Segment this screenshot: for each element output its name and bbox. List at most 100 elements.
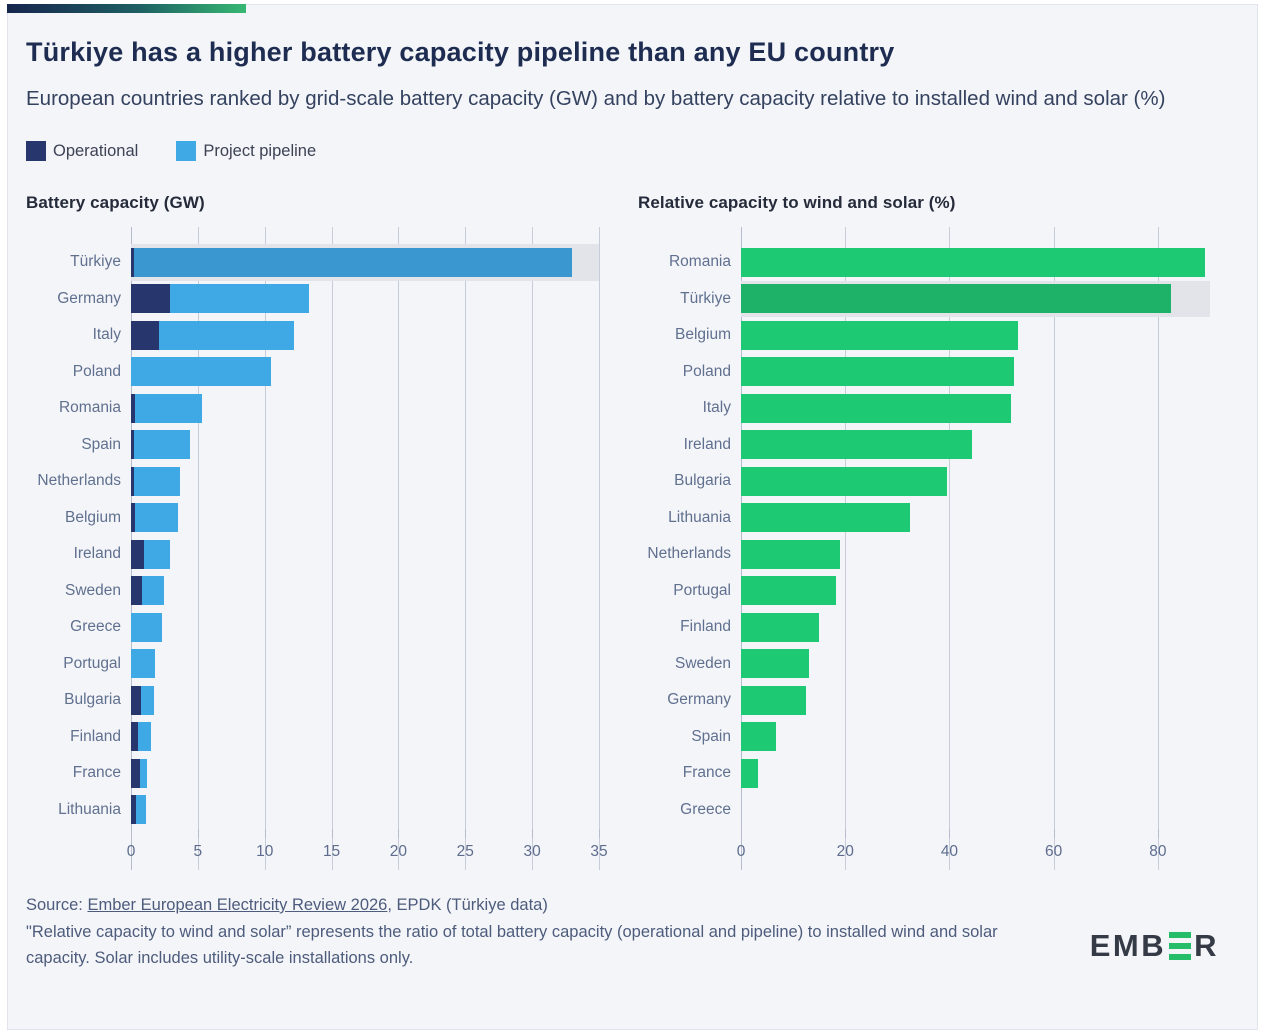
axis-tick (1157, 829, 1159, 838)
category-label: Türkiye (680, 289, 731, 307)
category-label: France (682, 764, 731, 782)
bar-segment-pipeline (137, 722, 152, 752)
bar-segment-operational (131, 795, 136, 825)
bar-row (131, 427, 599, 464)
bar-segment-pipeline (135, 393, 202, 423)
right-chart-category-labels: Romania Türkiye Belgium Poland Italy Ireland B… (638, 227, 741, 870)
source-suffix: , EPDK (Türkiye data) (387, 896, 548, 914)
bar (741, 612, 1210, 642)
bar-segment-pipeline (131, 649, 156, 679)
source-link[interactable]: Ember European Electricity Review 2026 (87, 896, 388, 914)
bar-segment-pipeline (131, 612, 162, 642)
legend-label-pipeline: Project pipeline (203, 141, 317, 160)
category-label: Bulgaria (674, 472, 731, 490)
category-label: Sweden (674, 654, 731, 672)
bar (131, 430, 599, 460)
bar-row (741, 682, 1210, 719)
category-label: Italy (702, 399, 731, 417)
bar-segment-relative (741, 758, 758, 788)
category-label: Germany (57, 289, 121, 307)
category-label: Spain (691, 727, 731, 745)
gridline (949, 227, 951, 870)
gridline (599, 227, 600, 870)
bar-segment-pipeline (139, 758, 148, 788)
bar-segment-operational (131, 393, 135, 423)
bar-segment-pipeline (134, 466, 181, 496)
bar-row (131, 317, 599, 354)
bar-row (131, 609, 599, 646)
bar-row (741, 354, 1210, 391)
bar-segment-operational (131, 758, 140, 788)
bar (741, 539, 1210, 569)
axis-tick-label: 30 (523, 843, 541, 860)
bar-segment-relative (741, 503, 911, 533)
axis-tick-label: 20 (389, 843, 408, 860)
bar-segment-pipeline (141, 685, 154, 715)
charts-area: Battery capacity (GW) Türkiye Germany Ital… (26, 193, 1239, 870)
bar-segment-relative (741, 649, 809, 679)
bar (131, 576, 599, 606)
left-chart-bars (131, 227, 599, 828)
legend-label-operational: Operational (53, 141, 139, 160)
axis-tick-label: 35 (590, 843, 608, 860)
bar (741, 576, 1210, 606)
relative-capacity-chart: Relative capacity to wind and solar (%) … (638, 193, 1210, 870)
bar-row (131, 354, 599, 391)
bar-segment-relative (741, 466, 947, 496)
gridline (845, 227, 847, 870)
logo-e-bars-icon (1169, 931, 1192, 961)
axis-tick (845, 829, 847, 838)
category-label: Lithuania (58, 800, 121, 818)
gridline (532, 227, 534, 870)
bar (131, 284, 599, 314)
footnote: "Relative capacity to wind and solar” re… (26, 922, 998, 968)
bar-segment-pipeline (142, 576, 164, 606)
axis-tick (1053, 829, 1055, 838)
category-label: Greece (680, 800, 731, 818)
bar (741, 685, 1210, 715)
chart-card: Türkiye has a higher battery capacity pi… (7, 4, 1258, 1030)
left-chart-plot-area: 0 5 10 15 20 25 30 35 (127, 227, 608, 870)
operational-swatch (26, 141, 46, 161)
category-label: Poland (682, 362, 731, 380)
bar (741, 722, 1210, 752)
bar (131, 393, 599, 423)
bar-row (131, 244, 599, 281)
category-label: France (72, 764, 121, 782)
bar-segment-pipeline (135, 795, 146, 825)
axis-tick (398, 829, 400, 838)
left-chart-category-labels: Türkiye Germany Italy Poland Romania Spain Net… (26, 227, 131, 870)
legend-item-operational: Operational (26, 141, 138, 161)
axis-tick (465, 829, 467, 838)
bar (741, 320, 1210, 350)
bar-segment-relative (741, 320, 1019, 350)
bar (131, 466, 599, 496)
bar (131, 503, 599, 533)
bar-row (131, 646, 599, 683)
bar-segment-pipeline (131, 357, 272, 387)
source-prefix: Source: (26, 896, 88, 914)
category-label: Greece (70, 618, 121, 636)
bar-row (741, 244, 1210, 281)
bar-segment-relative (741, 576, 836, 606)
bar-segment-pipeline (169, 284, 309, 314)
bar-row (131, 500, 599, 537)
bar (741, 649, 1210, 679)
gridline (465, 227, 467, 870)
bar-segment-operational (131, 284, 170, 314)
axis-tick-label: 0 (126, 843, 136, 860)
axis-tick (532, 829, 534, 838)
category-label: Netherlands (647, 545, 731, 563)
bar (131, 649, 599, 679)
axis-tick-label: 25 (456, 843, 474, 860)
bar-row (741, 463, 1210, 500)
axis-tick-label: 10 (256, 843, 274, 860)
legend-item-pipeline: Project pipeline (176, 141, 316, 161)
category-label: Germany (667, 691, 731, 709)
gridline (1157, 227, 1159, 870)
category-label: Ireland (73, 545, 121, 563)
bar (741, 466, 1210, 496)
bar (131, 758, 599, 788)
left-chart-x-axis: 0 5 10 15 20 25 30 35 (127, 828, 608, 870)
category-label: Romania (58, 399, 121, 417)
